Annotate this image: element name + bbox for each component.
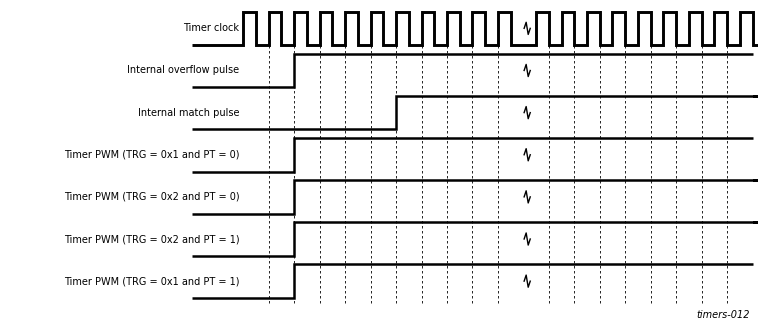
Text: Timer PWM (TRG = 0x1 and PT = 0): Timer PWM (TRG = 0x1 and PT = 0)	[64, 150, 239, 160]
Text: Internal overflow pulse: Internal overflow pulse	[128, 66, 239, 76]
Text: Timer PWM (TRG = 0x2 and PT = 0): Timer PWM (TRG = 0x2 and PT = 0)	[64, 192, 239, 202]
Text: Timer PWM (TRG = 0x1 and PT = 1): Timer PWM (TRG = 0x1 and PT = 1)	[64, 276, 239, 286]
Text: Timer PWM (TRG = 0x2 and PT = 1): Timer PWM (TRG = 0x2 and PT = 1)	[64, 234, 239, 244]
Text: timers-012: timers-012	[697, 310, 750, 320]
Text: Timer clock: Timer clock	[184, 23, 239, 33]
Text: Internal match pulse: Internal match pulse	[138, 108, 239, 118]
